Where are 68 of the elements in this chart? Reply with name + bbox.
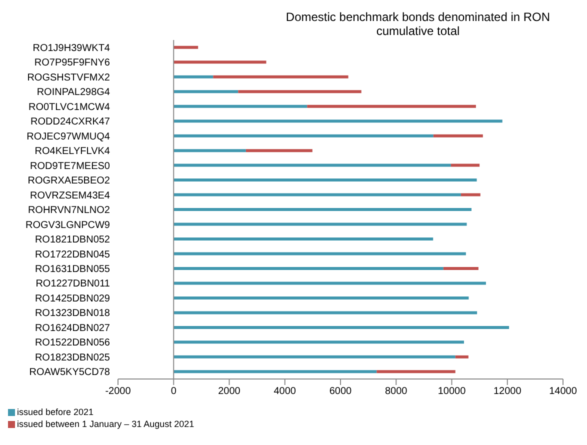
- x-tick-label: 10000: [438, 386, 466, 398]
- bar: [174, 120, 502, 123]
- bar: [238, 90, 362, 94]
- bar: [443, 266, 478, 270]
- bar: [174, 296, 469, 300]
- y-tick-label: RO7P95F9FNY6: [34, 58, 110, 69]
- bar: [174, 252, 466, 256]
- y-tick-label: RO1823DBN025: [34, 352, 110, 364]
- legend-label: issued before 2021: [17, 407, 94, 417]
- bar: [174, 222, 467, 226]
- y-tick-label: RO1631DBN055: [34, 264, 110, 276]
- y-tick-label: ROVRZSEM43E4: [30, 190, 110, 202]
- y-tick-label: RO1227DBN011: [36, 278, 110, 290]
- bar: [174, 104, 308, 108]
- bar: [246, 149, 312, 152]
- bar: [460, 193, 480, 196]
- bar: [174, 178, 477, 182]
- y-tick-label: ROINPAL298G4: [36, 87, 110, 98]
- y-tick-label: RO1821DBN052: [34, 234, 110, 246]
- x-tick-label: 12000: [493, 386, 522, 398]
- x-tick-label: 8000: [385, 386, 408, 398]
- bar: [174, 370, 377, 374]
- bar: [450, 164, 480, 167]
- bar: [174, 340, 464, 344]
- bar: [174, 60, 266, 64]
- bar: [174, 193, 461, 196]
- bar: [174, 75, 214, 78]
- y-tick-label: ROGV3LGNPCW9: [26, 220, 110, 231]
- y-tick-label: ROGSHSTVFMX2: [27, 72, 110, 84]
- bar: [174, 311, 478, 314]
- y-tick-label: ROJEC97WMUQ4: [26, 131, 110, 142]
- x-tick-label: 6000: [329, 386, 352, 398]
- bar: [433, 134, 483, 138]
- y-tick-label: RO1J9H39WKT4: [32, 42, 110, 54]
- y-tick-label: ROD9TE7MEES0: [30, 160, 110, 172]
- bar: [174, 266, 444, 270]
- x-tick-label: -2000: [105, 386, 132, 398]
- bar: [174, 149, 246, 152]
- legend-label: issued between 1 January – 31 August 2021: [17, 419, 194, 429]
- bar: [174, 326, 510, 329]
- y-tick-label: RO1624DBN027: [34, 322, 110, 334]
- bar: [174, 46, 198, 49]
- x-tick-label: 14000: [549, 386, 578, 398]
- chart-title: Domestic benchmark bonds denominated in RON cumulative total: [284, 10, 552, 38]
- bar: [174, 164, 451, 167]
- bar: [174, 208, 472, 212]
- y-tick-label: RODD24CXRK47: [30, 116, 110, 128]
- x-tick-label: 0: [170, 386, 177, 398]
- y-tick-label: ROGRXAE5BEO2: [28, 176, 110, 187]
- y-tick-label: RO4KELYFLVK4: [34, 146, 110, 158]
- bar: [174, 355, 456, 358]
- y-tick-label: RO1425DBN029: [34, 293, 110, 304]
- bar: [174, 238, 434, 241]
- bar: [174, 90, 238, 94]
- y-tick-label: ROHRVN7NLNO2: [28, 205, 110, 216]
- y-tick-label: RO1722DBN045: [34, 249, 110, 260]
- y-tick-label: RO0TLVC1MCW4: [28, 102, 110, 113]
- bar: [174, 134, 434, 138]
- bar: [174, 282, 486, 285]
- bar: [455, 355, 468, 358]
- bar: [376, 370, 456, 374]
- y-tick-label: ROAW5KY5CD78: [29, 367, 110, 378]
- y-tick-label: RO1522DBN056: [34, 338, 110, 349]
- x-tick-label: 2000: [218, 386, 241, 398]
- bar: [213, 75, 348, 78]
- x-tick-label: 4000: [274, 386, 296, 398]
- y-tick-label: RO1323DBN018: [34, 308, 110, 320]
- bar: [307, 104, 476, 108]
